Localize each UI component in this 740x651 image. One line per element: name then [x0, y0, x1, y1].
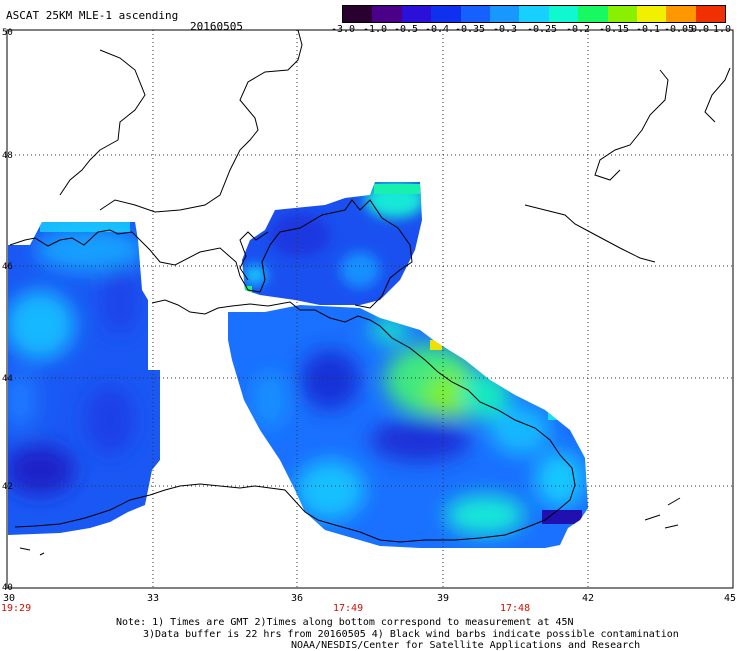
colorbar-seg [666, 6, 696, 22]
colorbar-seg [489, 6, 520, 22]
colorbar-seg [578, 6, 608, 22]
colorbar-seg [431, 6, 461, 22]
colorbar-seg [343, 6, 373, 22]
note-line-3: NOAA/NESDIS/Center for Satellite Applica… [291, 640, 641, 651]
lon-label: 36 [291, 593, 304, 604]
colorbar-seg [636, 6, 667, 22]
pass-time: 19:29 [1, 603, 32, 614]
lat-label: 40 [2, 583, 13, 593]
colorbar-seg [519, 6, 549, 22]
lon-label: 30 [3, 593, 16, 604]
lat-label: 48 [2, 151, 13, 161]
pass-time: 17:48 [500, 603, 531, 614]
lat-label: 50 [2, 28, 13, 38]
colorbar [342, 5, 726, 23]
west-swath [8, 222, 160, 535]
pass-time: 17:49 [333, 603, 364, 614]
colorbar-seg [607, 6, 637, 22]
lat-label: 46 [2, 262, 13, 272]
map-frame [6, 29, 734, 589]
map-title: ASCAT 25KM MLE-1 ascending [6, 9, 179, 22]
graticule [7, 30, 733, 588]
black-sea-swath [228, 305, 588, 548]
colorbar-seg [372, 6, 402, 22]
lat-label: 42 [2, 482, 13, 492]
lon-label: 33 [147, 593, 160, 604]
colorbar-seg [548, 6, 579, 22]
colorbar-seg [695, 6, 726, 22]
lat-label: 44 [2, 374, 13, 384]
lon-label: 42 [582, 593, 595, 604]
colorbar-seg [401, 6, 432, 22]
lon-label: 45 [724, 593, 737, 604]
coastlines [9, 29, 731, 556]
lon-label: 39 [437, 593, 450, 604]
azov-swath [242, 182, 422, 305]
note-line-2: 3)Data buffer is 22 hrs from 20160505 4)… [143, 629, 679, 640]
note-line-1: Note: 1) Times are GMT 2)Times along bot… [116, 617, 574, 628]
colorbar-seg [460, 6, 490, 22]
